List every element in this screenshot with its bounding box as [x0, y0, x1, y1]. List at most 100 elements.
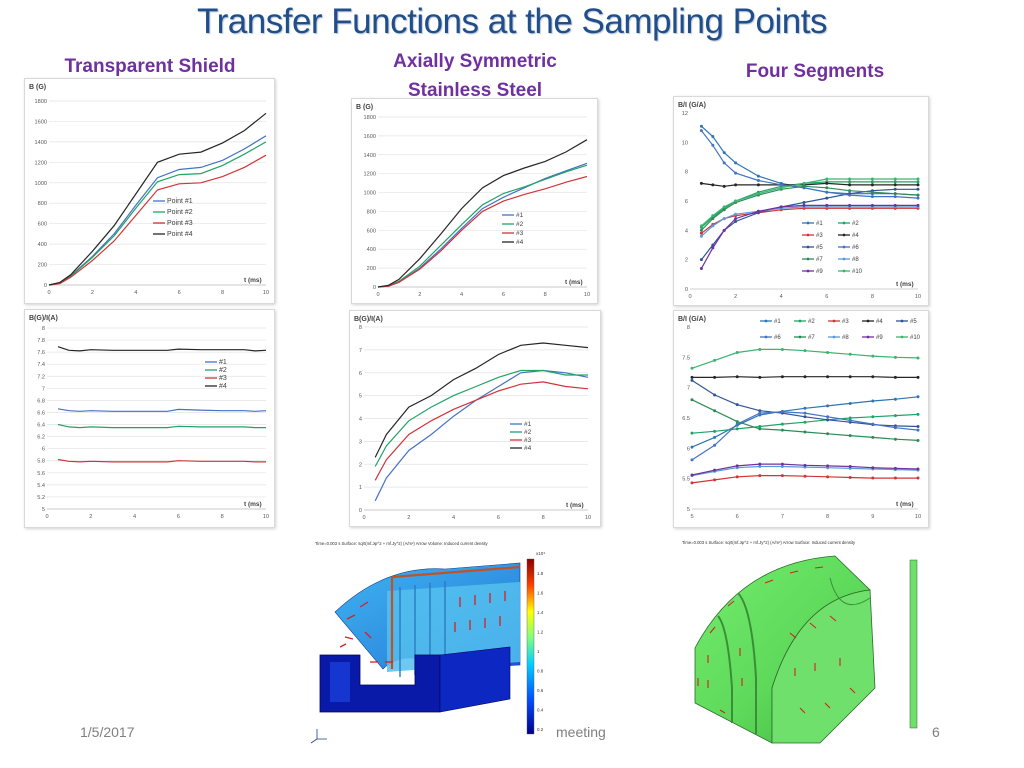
y-tick-label: 5.6 [37, 471, 45, 477]
legend-label: #3 [842, 319, 849, 325]
series-line [377, 164, 588, 288]
series-line [374, 369, 588, 467]
data-point [756, 192, 760, 196]
series-line [374, 381, 589, 481]
y-tick-label: 400 [38, 242, 47, 248]
series-line [57, 408, 267, 412]
legend-label: #8 [852, 257, 859, 263]
data-point [826, 418, 830, 422]
data-point [758, 424, 762, 428]
data-point [735, 464, 739, 468]
legend-label: #2 [524, 429, 532, 436]
colorbar-tick-label: 1.2 [537, 630, 544, 635]
data-point [848, 352, 852, 356]
data-point [758, 462, 762, 466]
colorbar-tick-label: 1.4 [537, 610, 544, 615]
legend-marker [806, 269, 810, 273]
data-point [803, 430, 807, 434]
legend-label: #1 [774, 319, 781, 325]
data-point [734, 220, 738, 224]
data-point [722, 184, 726, 188]
data-point [870, 195, 874, 199]
data-point [690, 378, 694, 382]
data-point [848, 177, 852, 181]
data-point [711, 224, 715, 228]
x-tick-label: 10 [585, 515, 591, 521]
data-point [916, 467, 920, 471]
y-tick-label: 5.5 [682, 477, 690, 483]
chart-ss-b: 0 200 400 600 800 1000 1200 1400 1600 1800 0 2 4 6 8 10… [356, 104, 590, 298]
simulation-stainless-steel: Time=0.003 s Surface: sqrt(mf.Jφ^2 + mf.… [305, 537, 550, 745]
chart-ts-b: 0 200 400 600 800 1000 1200 1400 1600 1800 0 2 4 6 8 10… [29, 84, 269, 296]
data-point [780, 465, 784, 469]
y-tick-label: 6 [687, 446, 690, 452]
x-tick-label: 7 [781, 514, 784, 520]
y-tick-label: 5 [42, 507, 45, 513]
legend-marker [764, 335, 768, 339]
data-point [758, 411, 762, 415]
data-point [893, 195, 897, 199]
data-point [871, 354, 875, 358]
legend-label: #5 [910, 319, 917, 325]
x-tick-label: 2 [734, 294, 737, 300]
data-point [848, 375, 852, 379]
data-point [916, 428, 920, 432]
chart-panel-fs-b: 0 2 4 6 8 10 12 0 2 4 6 8 10 B/I (G/A) t (ms) #1 #2 #3 #4 #… [673, 96, 929, 306]
legend-label: #4 [516, 239, 524, 246]
data-point [690, 458, 694, 462]
y-tick-label: 0 [373, 285, 376, 291]
series-line [48, 154, 267, 286]
data-point [722, 161, 726, 165]
data-point [870, 177, 874, 181]
data-point [871, 466, 875, 470]
data-point [711, 143, 715, 147]
legend-label: #6 [852, 245, 859, 251]
data-point [893, 177, 897, 181]
x-axis-label: t (ms) [244, 277, 262, 284]
series-line [691, 348, 919, 369]
legend-label: #3 [219, 375, 227, 382]
data-point [893, 476, 897, 480]
data-point [803, 349, 807, 353]
data-point [870, 180, 874, 184]
y-tick-label: 5.8 [37, 459, 45, 465]
x-tick-label: 4 [460, 292, 463, 298]
y-tick-label: 7 [359, 348, 362, 354]
x-tick-label: 0 [688, 294, 691, 300]
y-tick-label: 0 [685, 287, 688, 293]
footer-date: 1/5/2017 [80, 724, 135, 740]
legend-label: #2 [219, 367, 227, 374]
data-point [871, 399, 875, 403]
data-point [826, 464, 830, 468]
data-point [734, 217, 738, 221]
data-point [734, 171, 738, 175]
legend-label: #4 [852, 233, 859, 239]
x-tick-label: 10 [915, 294, 921, 300]
y-tick-label: 7.8 [37, 338, 45, 344]
legend-label: #8 [842, 335, 849, 341]
legend-label: #4 [876, 319, 883, 325]
x-tick-label: 4 [133, 514, 136, 520]
data-point [893, 203, 897, 207]
y-tick-label: 12 [682, 111, 688, 117]
data-point [893, 375, 897, 379]
y-tick-label: 6.8 [37, 398, 45, 404]
data-point [780, 462, 784, 466]
data-point [699, 258, 703, 262]
data-point [758, 465, 762, 469]
x-axis-label: t (ms) [896, 281, 914, 288]
data-point [780, 410, 784, 414]
legend-label: Point #1 [167, 198, 193, 205]
legend-marker [866, 319, 870, 323]
data-point [780, 428, 784, 432]
data-point [780, 347, 784, 351]
x-tick-label: 10 [263, 514, 269, 520]
data-point [713, 409, 717, 413]
data-point [825, 203, 829, 207]
data-point [871, 415, 875, 419]
legend-marker [842, 221, 846, 225]
y-tick-label: 6.2 [37, 435, 45, 441]
x-tick-label: 0 [376, 292, 379, 298]
data-point [735, 422, 739, 426]
legend-label: #7 [816, 257, 823, 263]
